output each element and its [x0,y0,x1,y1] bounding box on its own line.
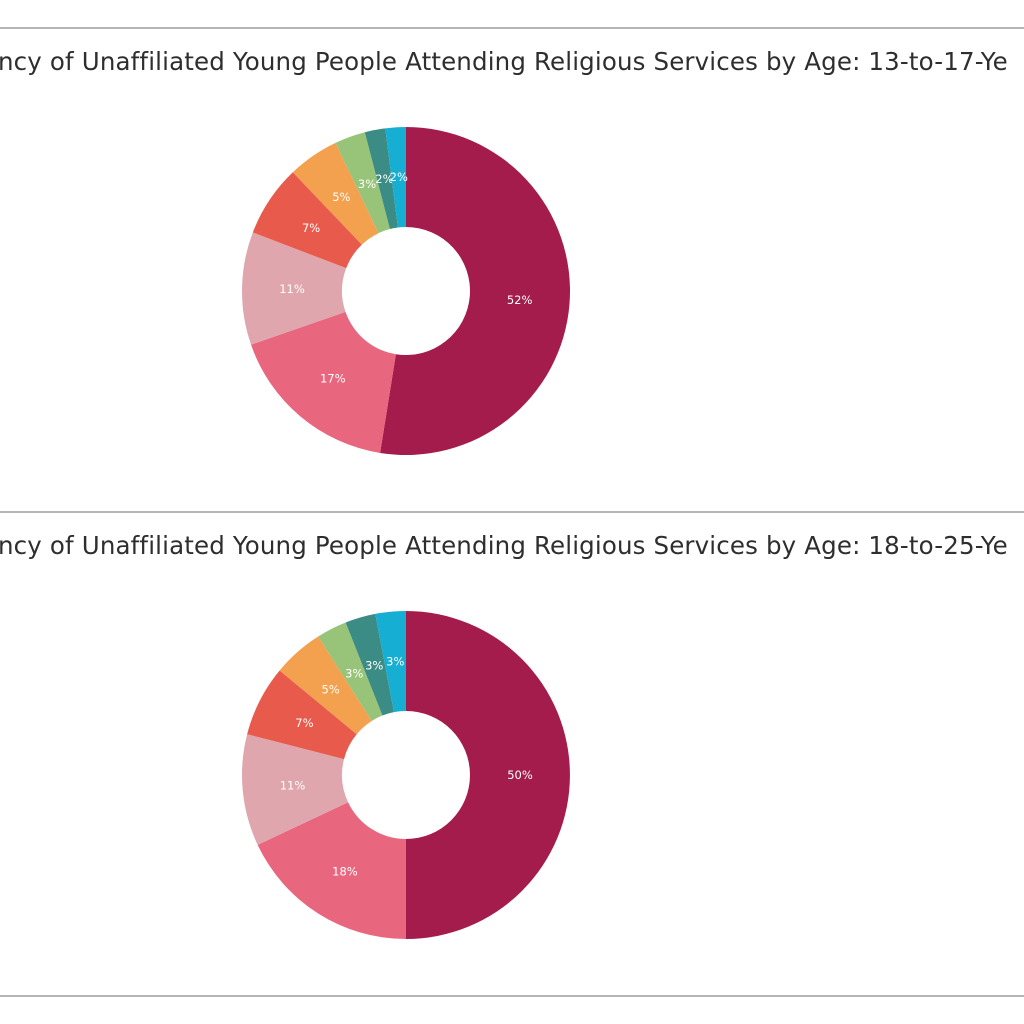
donut-chart-13-17: 52%17%11%7%5%3% 2%2% [241,127,571,455]
chart-title-13-17: ncy of Unaffiliated Young People Attendi… [0,42,1024,82]
slice-label-3: 7% [302,221,320,235]
slice-label-4: 5% [332,190,350,204]
chart-title-13-17-text: ncy of Unaffiliated Young People Attendi… [0,47,1008,76]
donut-slice-4 [279,636,372,735]
donut-slice-2 [241,232,347,345]
middle-divider [0,511,1024,513]
slice-label-5: 3% [358,177,376,191]
slice-label-2: 11% [279,282,305,296]
slice-label-1: 18% [332,864,358,878]
slice-label-6: 2% [375,172,393,186]
slice-label-1: 17% [320,371,346,385]
donut-chart-18-25: 50%18%11%7%5%3%3% 3% [242,611,570,939]
donut-slice-7 [385,127,406,228]
donut-slice-1 [257,802,406,939]
slice-label-7: 2% [390,170,408,184]
donut-slice-5 [318,622,383,721]
donut-slice-6 [345,613,395,716]
donut-slice-7 [375,611,406,713]
donut-slice-5 [335,132,390,234]
donut-slice-3 [247,670,357,760]
chart-title-18-25-text: ncy of Unaffiliated Young People Attendi… [0,531,1008,560]
donut-slice-3 [252,172,362,269]
slice-label-3: 7% [295,716,313,730]
donut-slice-0 [406,611,570,939]
donut-slice-2 [242,734,349,845]
slice-label-4: 5% [321,682,339,696]
top-divider [0,27,1024,29]
donut-slice-0 [380,127,571,455]
bottom-divider [0,995,1024,997]
slice-label-6: 3% [365,659,383,673]
chart-title-18-25: ncy of Unaffiliated Young People Attendi… [0,526,1024,566]
slice-label-0: 50% [507,768,533,782]
slice-label-0: 52% [507,293,533,307]
slice-label-2: 11% [280,779,306,793]
donut-slice-6 [364,128,398,230]
donut-slice-1 [251,311,396,453]
slice-label-5: 3% [345,666,363,680]
donut-slice-4 [292,142,379,245]
slice-label-7: 3% [386,655,404,669]
